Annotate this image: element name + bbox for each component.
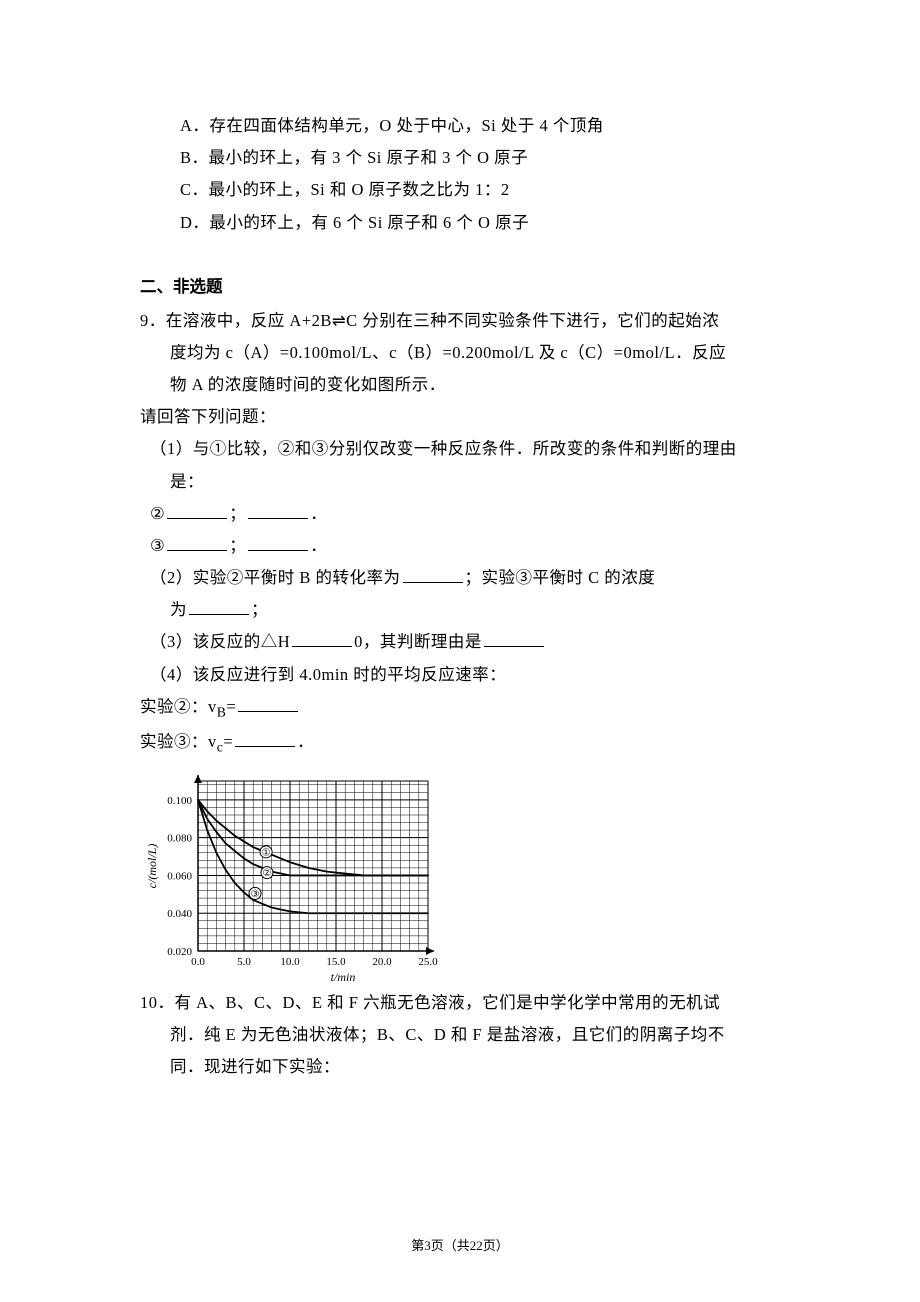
footer-b: 页（共 xyxy=(431,1238,470,1253)
footer-a: 第 xyxy=(411,1238,424,1253)
q9-p2-prefix: ② xyxy=(150,504,165,523)
q9-p8b: = xyxy=(223,732,233,751)
blank-field[interactable] xyxy=(403,566,463,584)
q9-p6: （4）该反应进行到 4.0min 时的平均反应速率： xyxy=(140,659,780,691)
q9-p4b: ；实验③平衡时 C 的浓度 xyxy=(465,568,656,587)
chart-svg: 0.0 5.0 10.0 15.0 20.0 25.0 0.020 0.040 0.060 0.0… xyxy=(140,767,440,987)
footer-total: 22 xyxy=(470,1238,483,1253)
q9-p1: （1）与①比较，②和③分别仅改变一种反应条件．所改变的条件和判断的理由 xyxy=(140,433,780,465)
q9-p4: （2）实验②平衡时 B 的转化率为 ；实验③平衡时 C 的浓度 xyxy=(140,562,780,594)
q10-line3: 同．现进行如下实验： xyxy=(140,1051,780,1083)
q9-p4c-line: 为； xyxy=(140,594,780,626)
q9-p7-sub: B xyxy=(217,704,227,719)
svg-text:③: ③ xyxy=(251,889,260,900)
q9-p2-sep: ； xyxy=(229,504,246,523)
svg-text:c/(mol/L): c/(mol/L) xyxy=(145,844,159,889)
svg-text:①: ① xyxy=(262,847,271,858)
q9-p5: （3）该反应的△H 0，其判断理由是 xyxy=(140,626,780,658)
option-c: C．最小的环上，Si 和 O 原子数之比为 1：2 xyxy=(140,174,780,206)
svg-text:0.0: 0.0 xyxy=(191,956,205,968)
q9-p5b: 0，其判断理由是 xyxy=(354,632,482,651)
q10-line2: 剂．纯 E 为无色油状液体；B、C、D 和 F 是盐溶液，且它们的阴离子均不 xyxy=(140,1019,780,1051)
section-title: 二、非选题 xyxy=(140,273,780,297)
page: A．存在四面体结构单元，O 处于中心，Si 处于 4 个顶角 B．最小的环上，有… xyxy=(0,0,920,1302)
q9-p3-end: ． xyxy=(310,536,327,555)
option-a: A．存在四面体结构单元，O 处于中心，Si 处于 4 个顶角 xyxy=(140,110,780,142)
svg-text:15.0: 15.0 xyxy=(326,956,346,968)
q9-p3: ③ ； ． xyxy=(140,530,780,562)
q9-line3: 物 A 的浓度随时间的变化如图所示． xyxy=(140,369,780,401)
q9-p8a: 实验③：v xyxy=(140,732,217,751)
page-footer: 第3页（共22页） xyxy=(0,1235,920,1254)
q9-p2: ② ； ． xyxy=(140,498,780,530)
blank-field[interactable] xyxy=(189,598,249,616)
option-b: B．最小的环上，有 3 个 Si 原子和 3 个 O 原子 xyxy=(140,142,780,174)
q9-p8-end: ． xyxy=(297,732,314,751)
blank-field[interactable] xyxy=(248,533,308,551)
svg-text:20.0: 20.0 xyxy=(372,956,392,968)
concentration-chart: 0.0 5.0 10.0 15.0 20.0 25.0 0.020 0.040 0.060 0.0… xyxy=(140,767,780,987)
svg-text:0.020: 0.020 xyxy=(167,946,192,958)
q9-p3-sep: ； xyxy=(229,536,246,555)
svg-text:t/min: t/min xyxy=(331,970,356,984)
option-d: D．最小的环上，有 6 个 Si 原子和 6 个 O 原子 xyxy=(140,207,780,239)
q9-line1: 9．在溶液中，反应 A+2B⇌C 分别在三种不同实验条件下进行，它们的起始浓 xyxy=(140,305,780,337)
q9-prompt: 请回答下列问题： xyxy=(140,401,780,433)
footer-c: 页） xyxy=(483,1238,509,1253)
q9-p8: 实验③：vc=． xyxy=(140,726,780,761)
q9-p5a: （3）该反应的△H xyxy=(150,632,290,651)
blank-field[interactable] xyxy=(238,694,298,712)
svg-text:0.040: 0.040 xyxy=(167,908,192,920)
blank-field[interactable] xyxy=(167,533,227,551)
q9-line2: 度均为 c（A）=0.100mol/L、c（B）=0.200mol/L 及 c（… xyxy=(140,337,780,369)
blank-field[interactable] xyxy=(235,729,295,747)
q10-line1: 10．有 A、B、C、D、E 和 F 六瓶无色溶液，它们是中学化学中常用的无机试 xyxy=(140,987,780,1019)
svg-text:0.100: 0.100 xyxy=(167,795,192,807)
q9-p2-end: ． xyxy=(310,504,327,523)
svg-text:0.080: 0.080 xyxy=(167,833,192,845)
blank-field[interactable] xyxy=(167,501,227,519)
svg-text:0.060: 0.060 xyxy=(167,870,192,882)
q9-p4c: 为 xyxy=(170,600,187,619)
q9-p4a: （2）实验②平衡时 B 的转化率为 xyxy=(150,568,401,587)
q9-p4d: ； xyxy=(251,600,268,619)
svg-text:25.0: 25.0 xyxy=(418,956,438,968)
blank-field[interactable] xyxy=(248,501,308,519)
q9-p7b: = xyxy=(226,697,236,716)
blank-field[interactable] xyxy=(292,630,352,648)
svg-text:10.0: 10.0 xyxy=(280,956,300,968)
svg-text:5.0: 5.0 xyxy=(237,956,251,968)
q9-p7a: 实验②：v xyxy=(140,697,217,716)
q9-p1b: 是： xyxy=(140,466,780,498)
svg-text:②: ② xyxy=(263,868,272,879)
blank-field[interactable] xyxy=(484,630,544,648)
q9-p7: 实验②：vB= xyxy=(140,691,780,726)
q9-p3-prefix: ③ xyxy=(150,536,165,555)
